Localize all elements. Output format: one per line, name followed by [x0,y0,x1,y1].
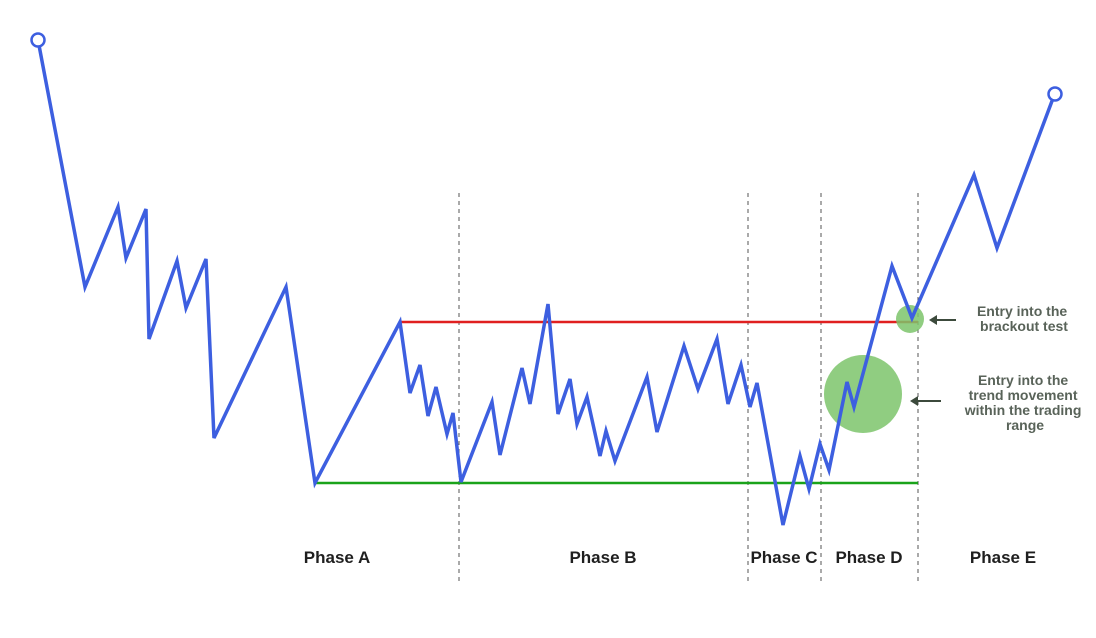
annotation-line: Entry into the [978,372,1068,388]
phase-b-label: Phase B [569,548,636,567]
phase-e-label: Phase E [970,548,1036,567]
breakout-annotation: Entry into the brackout test [929,303,1071,334]
trend-annotation: Entry into the trend movement within the… [910,372,1086,433]
annotation-line: within the trading [964,402,1082,418]
annotation-line: brackout test [980,318,1068,334]
phase-d-label: Phase D [835,548,902,567]
start-point-icon [30,32,46,48]
breakout-annotation-text: Entry into the brackout test [977,303,1071,334]
phase-dividers [458,193,919,583]
trend-annotation-text: Entry into the trend movement within the… [964,372,1086,433]
left-arrow-head-icon [929,315,937,325]
left-arrow-head-icon [910,396,918,406]
price-line [36,38,1057,526]
trend-entry-marker [824,355,902,433]
end-point-icon [1047,86,1063,102]
annotation-line: Entry into the [977,303,1067,319]
phase-labels: Phase A Phase B Phase C Phase D Phase E [304,548,1036,567]
annotation-line: trend movement [969,387,1078,403]
phase-a-label: Phase A [304,548,370,567]
phase-c-label: Phase C [750,548,817,567]
annotation-line: range [1006,417,1044,433]
breakout-entry-marker [896,305,924,333]
